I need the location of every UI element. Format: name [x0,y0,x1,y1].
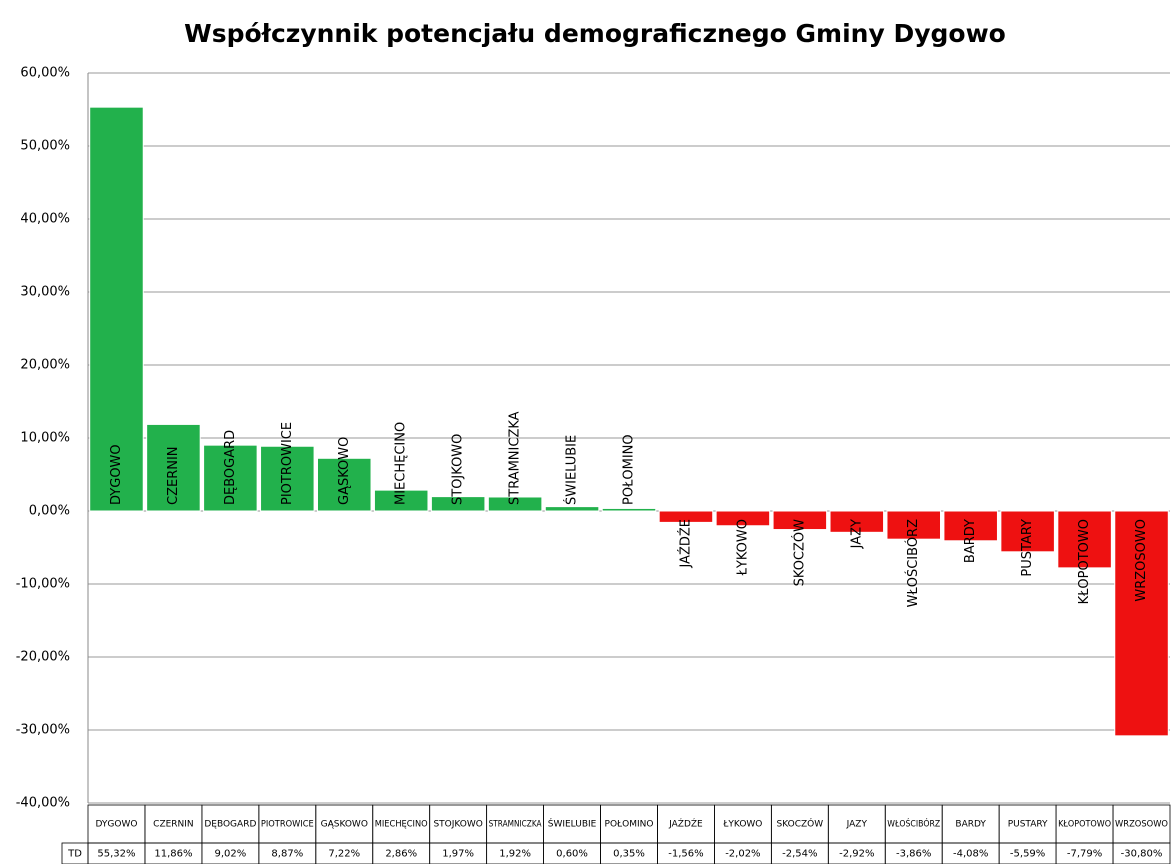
bar-label: JAŹDŹE [677,519,693,569]
x-tick-label: ŁYKOWO [722,820,762,830]
value-label: -2,92% [839,849,874,860]
chart: Współczynnik potencjału demograficznego … [0,0,1171,864]
bar-label: STOJKOWO [451,434,466,505]
bar-label: ŚWIELUBIE [564,435,580,505]
bar-label: SKOCZÓW [791,519,807,587]
y-tick-label: 10,00% [20,431,70,446]
value-label: 55,32% [97,849,135,860]
y-tick-label: 50,00% [20,139,70,154]
value-label: -1,56% [668,849,703,860]
bar-label: POŁOMINO [622,434,637,505]
bar-label: JAZY [849,519,864,549]
bar-label: STRAMNICZKA [508,411,523,505]
value-label: 8,87% [271,849,303,860]
bar-label: WRZOSOWO [1134,519,1149,602]
y-tick-label: 60,00% [20,66,70,81]
y-tick-label: -40,00% [16,796,70,811]
y-tick-label: -10,00% [16,577,70,592]
value-label: -3,86% [896,849,931,860]
bar-label: DĘBOGARD [223,430,238,505]
value-label: -7,79% [1067,849,1102,860]
x-tick-label: STRAMNICZKA [489,820,543,830]
bar-label: ŁYKOWO [735,519,750,576]
value-label: -4,08% [953,849,988,860]
x-tick-label: DYGOWO [95,820,137,830]
bar [602,508,656,511]
x-tick-label: WRZOSOWO [1115,820,1168,830]
value-label: -30,80% [1121,849,1163,860]
value-label: -2,54% [782,849,817,860]
value-label: 2,86% [385,849,417,860]
x-tick-label: BARDY [955,820,986,830]
x-tick-label: CZERNIN [153,820,194,830]
y-tick-label: 40,00% [20,212,70,227]
bar-label: PIOTROWICE [280,422,295,505]
x-tick-label: POŁOMINO [605,820,654,830]
bar-label: WŁOŚCIBÓRZ [905,519,921,608]
y-tick-label: 30,00% [20,285,70,300]
value-label: 11,86% [154,849,192,860]
x-tick-label: PIOTROWICE [261,820,314,830]
value-label: 9,02% [214,849,246,860]
x-tick-label: JAZY [846,820,868,830]
x-tick-label: JAŹDŹE [668,818,703,830]
bar [545,507,599,511]
x-tick-label: MIECHĘCINO [375,820,428,830]
bar-label: CZERNIN [166,446,181,505]
x-tick-label: GĄSKOWO [321,820,368,830]
bar-label: KŁOPOTOWO [1077,519,1092,604]
y-tick-label: 20,00% [20,358,70,373]
x-tick-label: DĘBOGARD [204,820,256,830]
x-tick-label: ŚWIELUBIE [548,818,597,830]
bar-label: PUSTARY [1020,519,1035,577]
x-tick-label: PUSTARY [1008,820,1048,830]
value-label: 1,92% [499,849,531,860]
value-label: 1,97% [442,849,474,860]
value-label: -5,59% [1010,849,1045,860]
bar-label: DYGOWO [109,444,124,505]
bar-label: BARDY [963,519,978,563]
x-tick-label: WŁOŚCIBÓRZ [887,818,940,830]
x-tick-label: STOJKOWO [433,820,482,830]
value-label: 0,35% [613,849,645,860]
y-tick-label: -30,00% [16,723,70,738]
bar-label: MIECHĘCINO [394,422,409,505]
value-label: 7,22% [328,849,360,860]
bar-label: GĄSKOWO [337,437,352,505]
value-label: -2,02% [725,849,760,860]
value-label: 0,60% [556,849,588,860]
series-name: TD [67,849,82,860]
chart-title: Współczynnik potencjału demograficznego … [184,19,1006,48]
y-tick-label: -20,00% [16,650,70,665]
y-tick-label: 0,00% [29,504,70,519]
x-tick-label: SKOCZÓW [777,818,824,830]
x-tick-label: KŁOPOTOWO [1058,820,1111,830]
